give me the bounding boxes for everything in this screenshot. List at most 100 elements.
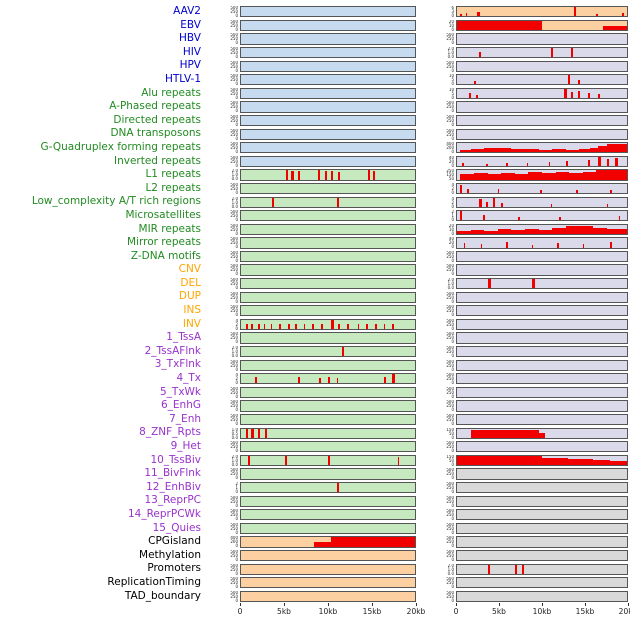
y-tick-label: 40 — [448, 237, 454, 242]
signal-bar — [298, 376, 301, 384]
signal-bar — [596, 170, 627, 180]
y-tick-label: 0 — [451, 475, 454, 480]
y-tick-label: 1.0 — [447, 566, 454, 572]
x-tick-label: 15kb — [575, 607, 595, 617]
y-tick-label: 0 — [235, 298, 238, 303]
left-track — [240, 346, 416, 358]
y-axis-ticks-right: 10 5 0 — [416, 74, 456, 85]
x-tick — [542, 603, 543, 607]
right-track — [456, 400, 628, 412]
y-tick-label: 500 — [446, 549, 454, 554]
signal-bar — [577, 79, 580, 85]
signal-bar — [341, 347, 344, 357]
y-axis-ticks-left: 500 250 0 — [206, 47, 240, 58]
signal-bar — [610, 190, 612, 194]
y-axis-ticks-right: 500 250 0 — [416, 360, 456, 371]
signal-bar — [336, 482, 339, 493]
y-tick-label: 250 — [230, 580, 238, 586]
y-tick-label: 250 — [230, 213, 238, 219]
y-tick-label: 2 — [451, 199, 454, 205]
y-tick-label: 0 — [451, 217, 454, 222]
left-track — [240, 563, 416, 575]
y-axis-ticks-left: 500 250 0 — [206, 20, 240, 31]
track-row: Inverted repeats 500 250 0 40 20 0 — [0, 155, 630, 169]
y-axis-ticks-left: 500 250 0 — [206, 33, 240, 44]
signal-bar — [514, 564, 517, 574]
left-track — [240, 386, 416, 399]
signal-bar — [319, 377, 322, 384]
track-row: AAV2 500 250 0 6 3 0 — [0, 5, 630, 19]
y-tick-label: 0 — [451, 543, 454, 548]
y-tick-label: 50 — [448, 457, 454, 463]
y-tick-label: 1.0 — [447, 49, 454, 55]
y-tick-label: 0 — [235, 94, 238, 99]
y-tick-label: 250 — [230, 267, 238, 273]
y-tick-label: 500 — [446, 318, 454, 323]
y-tick-label: 0 — [451, 339, 454, 344]
signal-bar — [374, 323, 377, 330]
right-track — [456, 87, 628, 99]
y-tick-label: 150 — [446, 427, 454, 432]
left-track — [240, 223, 416, 235]
left-track — [240, 481, 416, 494]
y-tick-label: 500 — [230, 468, 238, 473]
row-label: 9_Het — [170, 440, 201, 452]
y-axis-ticks-right: 500 250 0 — [416, 509, 456, 520]
y-axis-ticks-left: 2.0 1.0 0.0 — [206, 169, 240, 180]
y-axis-ticks-right: 2.0 1.0 0.0 — [416, 564, 456, 575]
right-track — [456, 6, 628, 18]
row-label: A-Phased repeats — [109, 100, 201, 113]
y-tick-label: 250 — [230, 49, 238, 55]
signal-bar — [484, 147, 498, 153]
y-tick-label: 0 — [235, 81, 238, 86]
signal-bar — [460, 150, 471, 153]
y-tick-label: 10 — [448, 226, 454, 232]
y-tick-label: 20 — [448, 158, 454, 164]
y-axis-ticks-right: 500 250 0 — [416, 292, 456, 303]
y-tick-label: 0 — [235, 312, 238, 317]
row-label: 5_TxWk — [159, 385, 201, 398]
x-axis-spacer-left — [206, 603, 240, 623]
y-tick-label: 0 — [235, 230, 238, 235]
y-axis-ticks-right: 500 250 0 — [416, 523, 456, 534]
y-tick-label: 250 — [446, 294, 454, 300]
signal-bar — [528, 172, 542, 180]
left-track — [240, 495, 416, 507]
y-tick-label: 250 — [446, 63, 454, 69]
track-row: INS 500 250 0 500 250 0 — [0, 304, 630, 318]
signal-bar — [555, 172, 570, 180]
right-track — [456, 169, 628, 181]
signal-bar — [596, 13, 599, 17]
track-row: 6_EnhG 500 250 0 500 250 0 — [0, 399, 630, 413]
y-tick-label: 500 — [230, 182, 238, 187]
signal-bar — [328, 377, 330, 384]
y-tick-label: 250 — [230, 566, 238, 572]
signal-bar — [587, 160, 590, 166]
right-track — [456, 536, 628, 548]
signal-bar — [579, 225, 593, 234]
signal-bar — [593, 460, 610, 465]
signal-bar — [470, 229, 485, 234]
y-tick-label: 10 — [448, 74, 454, 79]
y-tick-label: 250 — [230, 117, 238, 123]
y-tick-label: 250 — [230, 253, 238, 259]
y-tick-label: 0 — [451, 81, 454, 86]
y-tick-label: 0 — [451, 149, 454, 154]
row-label: HTLV-1 — [164, 72, 201, 85]
left-track — [240, 454, 416, 466]
left-track — [240, 237, 416, 249]
y-axis-ticks-left: 400 200 0 — [206, 536, 240, 547]
left-track — [240, 509, 416, 521]
y-tick-label: 250 — [230, 308, 238, 314]
y-tick-label: 500 — [230, 237, 238, 242]
y-tick-label: 0 — [235, 448, 238, 453]
signal-bar — [324, 170, 327, 180]
signal-bar — [480, 244, 483, 248]
y-axis-ticks-right: 500 250 0 — [416, 496, 456, 507]
right-track — [456, 332, 628, 344]
row-label: 13_ReprPC — [144, 494, 201, 507]
signal-bar — [286, 170, 289, 180]
right-track — [456, 60, 628, 72]
y-tick-label: 200 — [230, 539, 238, 545]
x-axis-spacer-label — [0, 603, 206, 623]
